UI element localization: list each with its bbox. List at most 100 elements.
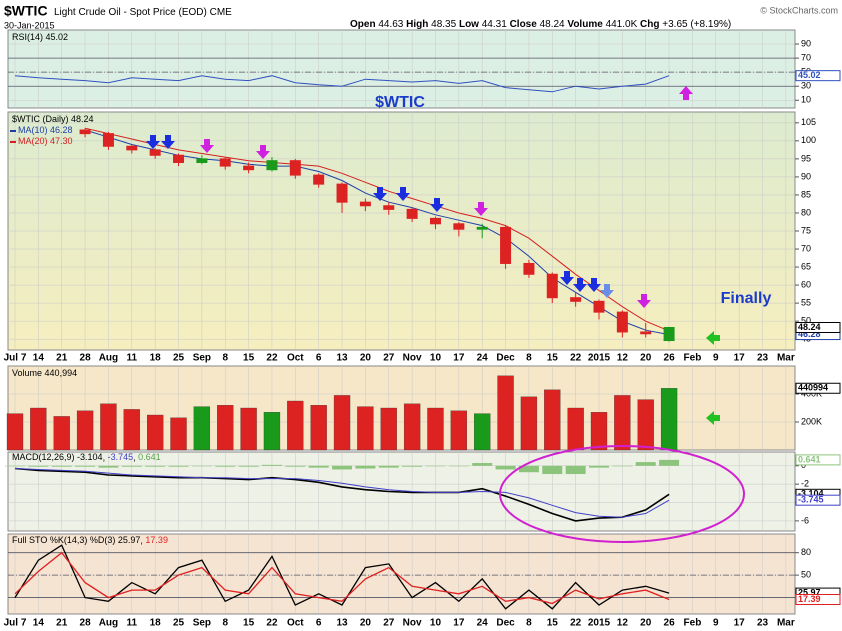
sto-name: Full STO %K(14,3) %D(3) (12, 535, 115, 545)
x-tick-label: 15 (547, 353, 559, 364)
annotation: $WTIC (375, 94, 425, 111)
x-tick-label: 17 (453, 618, 465, 629)
histogram-bar (28, 465, 49, 467)
volume-bar (660, 388, 678, 451)
arrow (600, 284, 614, 298)
x-tick-label: Jul 7 (4, 353, 27, 364)
x-tick-label: 20 (640, 353, 652, 364)
stat-value: 44.63 (378, 19, 403, 30)
arrow (373, 187, 387, 201)
volume-bar (76, 410, 94, 451)
volume-bar (53, 416, 70, 451)
x-tick-label: 18 (150, 353, 162, 364)
arrow (256, 145, 270, 159)
x-tick-label: Feb (684, 618, 702, 629)
x-tick-label: 22 (570, 353, 582, 364)
histogram-bar (565, 465, 586, 475)
volume-bar (497, 375, 514, 451)
volume-bar (100, 403, 117, 451)
x-tick-label: 8 (222, 353, 228, 364)
volume-bar (614, 395, 631, 451)
y-tick-label: 80 (801, 207, 811, 217)
candle-body (79, 129, 91, 135)
candle-body (429, 217, 441, 225)
x-tick-label: Dec (496, 618, 515, 629)
x-tick-label: Nov (403, 618, 422, 629)
histogram-bar (191, 465, 212, 467)
histogram-bar (308, 465, 329, 468)
candle-body (102, 133, 114, 147)
value-box (795, 382, 841, 394)
x-tick-label: 28 (80, 353, 92, 364)
x-tick-label: 15 (547, 618, 559, 629)
x-tick-label: Sep (193, 618, 211, 629)
y-tick-label: 75 (801, 225, 811, 235)
date: 30-Jan-2015 (4, 20, 55, 30)
histogram-bar (5, 465, 25, 467)
y-tick-label: 55 (801, 297, 811, 307)
y-tick-label: 80 (801, 547, 811, 557)
volume-bar (357, 406, 374, 451)
y-tick-label: 65 (801, 261, 811, 271)
histogram-bar (635, 462, 656, 466)
macd-value: -3.104 (77, 452, 103, 462)
value-box-label: 45.02 (798, 70, 821, 80)
stat-value: 44.31 (482, 19, 507, 30)
candle-body (383, 205, 395, 210)
volume-legend: Volume 440,994 (12, 368, 77, 378)
legend-value: 46.28 (50, 125, 73, 135)
k-value: 25.97 (118, 535, 141, 545)
x-tick-label: 8 (222, 618, 228, 629)
candle-body (570, 297, 582, 302)
candle-body (500, 226, 512, 264)
x-tick-label: Mar (777, 618, 795, 629)
x-tick-label: 14 (33, 353, 45, 364)
green-arrows (706, 331, 720, 425)
x-tick-label: 28 (80, 618, 92, 629)
volume-bar (380, 407, 397, 451)
x-tick-label: 13 (336, 618, 348, 629)
candle-body (243, 165, 255, 171)
candle-body (616, 311, 628, 333)
exchange: CME (210, 7, 233, 18)
x-tick-label: 22 (266, 618, 278, 629)
x-tick-label: 10 (430, 353, 442, 364)
x-tick-label: Oct (287, 618, 304, 629)
stat-value: 441.0K (606, 19, 638, 30)
volume-bar (193, 406, 211, 451)
histogram-bar (495, 465, 516, 470)
histogram-bar (121, 465, 142, 467)
histogram-bar (51, 465, 72, 467)
x-tick-label: Aug (99, 353, 118, 364)
volume-bar (567, 407, 584, 451)
y-tick-label: 85 (801, 189, 811, 199)
histogram-bar (75, 465, 96, 467)
x-tick-label: 6 (316, 353, 322, 364)
x-tick-label: 2015 (588, 618, 611, 629)
volume-bar (123, 409, 140, 451)
volume-bar (474, 413, 491, 451)
histogram-bar (238, 465, 259, 467)
volume-bar (170, 417, 187, 451)
candle-body (126, 145, 138, 151)
x-tick-label: 12 (617, 353, 629, 364)
volume-bar (147, 414, 164, 451)
x-tick-label: 13 (336, 353, 348, 364)
x-tick-label: 27 (383, 353, 395, 364)
x-tick-label: Dec (496, 353, 515, 364)
arrow (587, 278, 601, 292)
stat-value: 48.24 (540, 19, 565, 30)
candle-body (219, 158, 231, 167)
rsi-name: RSI(14) (12, 32, 43, 42)
price-legend: $WTIC (Daily) 48.24 (12, 114, 94, 124)
value-box-label: 0.641 (798, 454, 821, 464)
y-tick-label: 10 (801, 95, 811, 105)
value-box-label: -3.745 (798, 495, 824, 505)
line (14, 544, 670, 610)
annotation: Finally (721, 290, 772, 307)
histogram-bar (542, 465, 563, 475)
macd-legend: MACD(12,26,9) -3.104, -3.745, 0.641 (12, 452, 161, 462)
highlight-ellipse (499, 445, 745, 543)
x-tick-label: 6 (316, 618, 322, 629)
volume-bar (544, 389, 561, 451)
